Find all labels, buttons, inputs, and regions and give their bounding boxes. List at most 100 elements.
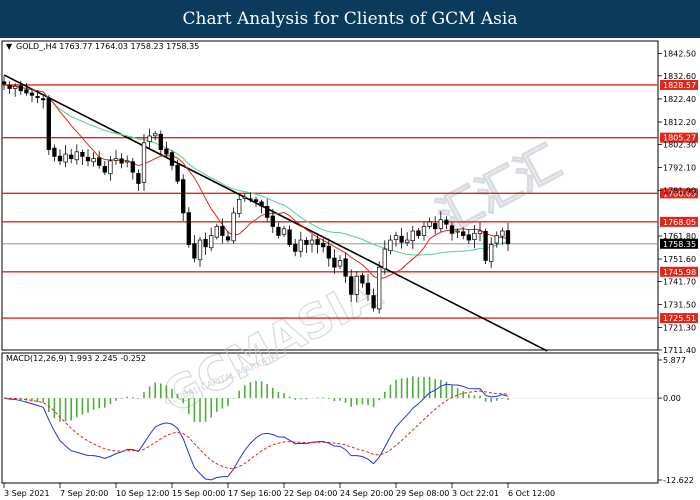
- candle-body: [287, 229, 292, 245]
- candle-body: [309, 239, 315, 245]
- macd-label: MACD(12,26,9) 1.993 2.245 -0.252: [6, 354, 146, 363]
- candle-body: [472, 232, 477, 240]
- price-tick-label: 1731.50: [663, 301, 696, 310]
- candle-body: [175, 164, 180, 182]
- candle-body: [416, 230, 421, 236]
- macd-tick-label: 0.00: [663, 394, 681, 403]
- candle-body: [427, 221, 432, 227]
- candle-body: [276, 226, 281, 236]
- candle-body: [85, 156, 91, 162]
- candle-body: [371, 295, 376, 309]
- candle-body: [466, 234, 471, 241]
- level-tag: [660, 313, 698, 324]
- candle-body: [337, 260, 343, 267]
- current-price-tag: [660, 238, 698, 249]
- candle-body: [388, 239, 393, 252]
- current-price-label: 1758.35: [663, 240, 696, 249]
- level-tag: [660, 79, 698, 90]
- candle-body: [1, 81, 7, 85]
- time-tick-label: 17 Sep 16:00: [228, 489, 281, 498]
- candle-body: [360, 275, 365, 284]
- level-label: 1805.27: [663, 134, 696, 143]
- candle-body: [421, 226, 427, 236]
- candle-body: [136, 173, 141, 184]
- candle-body: [97, 157, 102, 166]
- candle-body: [91, 158, 96, 163]
- ma-green: [3, 83, 509, 256]
- price-tick-label: 1822.40: [663, 95, 696, 104]
- candle-body: [153, 133, 158, 137]
- candle-body: [203, 239, 208, 248]
- candle-body: [225, 236, 231, 241]
- time-tick-label: 7 Sep 20:00: [60, 489, 108, 498]
- trendline-line: [3, 74, 548, 352]
- candles: [1, 76, 511, 314]
- time-tick-label: 3 Oct 22:01: [452, 489, 499, 498]
- candle-body: [332, 257, 337, 268]
- candle-body: [354, 275, 359, 295]
- level-label: 1768.05: [663, 218, 696, 227]
- candle-body: [46, 97, 51, 150]
- candle-body: [102, 166, 107, 173]
- level-tag: [660, 188, 698, 199]
- candle-body: [141, 142, 147, 183]
- candle-body: [7, 84, 12, 89]
- trendline: [3, 74, 548, 352]
- price-tick-label: 1792.10: [663, 163, 696, 172]
- candle-body: [63, 153, 68, 163]
- candle-body: [489, 244, 494, 263]
- level-tag: [660, 216, 698, 227]
- candle-body: [181, 179, 186, 214]
- candle-body: [57, 155, 63, 162]
- candle-body: [377, 266, 382, 310]
- candle-body: [248, 198, 253, 200]
- ma-red: [3, 83, 509, 280]
- page-title: Chart Analysis for Clients of GCM Asia: [0, 0, 700, 38]
- candle-body: [382, 248, 387, 270]
- macd-tick-label: -12.622: [663, 476, 694, 485]
- candle-body: [214, 226, 219, 238]
- price-tick-label: 1741.70: [663, 277, 696, 286]
- candle-body: [147, 135, 152, 142]
- candle-body: [270, 215, 275, 227]
- price-tick-label: 1781.90: [663, 187, 696, 196]
- candle-body: [231, 212, 236, 242]
- candle-body: [242, 196, 247, 199]
- candle-body: [80, 152, 85, 157]
- level-tag: [660, 266, 698, 277]
- candle-body: [158, 133, 163, 150]
- price-tick-label: 1832.60: [663, 72, 696, 81]
- candle-body: [304, 239, 309, 245]
- price-tick-label: 1761.80: [663, 232, 696, 241]
- candle-body: [237, 198, 242, 214]
- candle-body: [477, 230, 483, 235]
- candle-body: [444, 219, 449, 225]
- time-tick-label: 6 Oct 12:00: [508, 489, 555, 498]
- candle-body: [119, 158, 124, 164]
- symbol-info: GOLD_,H4 1763.77 1764.03 1758.23 1758.35: [16, 42, 199, 51]
- candle-body: [13, 85, 18, 89]
- candle-body: [186, 212, 191, 245]
- price-axis: 1842.50 1832.60 1822.40 1812.20 1802.30 1792.…: [658, 49, 696, 485]
- candle-body: [449, 225, 455, 234]
- price-panel: [1, 40, 659, 351]
- time-tick-label: 24 Sep 20:00: [340, 489, 393, 498]
- level-label: 1828.57: [663, 81, 696, 90]
- candle-body: [455, 230, 460, 233]
- candle-body: [433, 223, 438, 230]
- candle-body: [281, 228, 287, 235]
- candle-body: [259, 201, 264, 207]
- candle-body: [293, 243, 298, 252]
- candle-body: [24, 89, 29, 94]
- candle-body: [321, 242, 326, 248]
- candle-body: [74, 151, 79, 161]
- candle-body: [164, 148, 169, 155]
- candle-body: [461, 231, 466, 236]
- macd-line: [3, 383, 509, 481]
- candle-body: [399, 235, 404, 243]
- macd-series: [2, 376, 658, 481]
- level-label: 1780.65: [663, 189, 696, 198]
- macd-panel: [1, 352, 659, 484]
- candle-body: [52, 147, 57, 157]
